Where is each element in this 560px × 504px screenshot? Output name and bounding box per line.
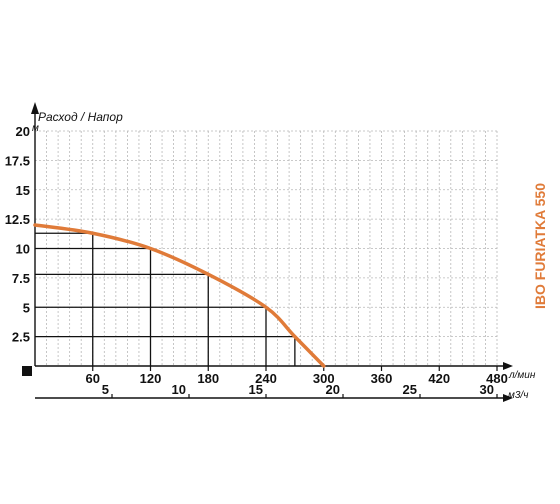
tick-labels: 2.5 5 7.5 10 12.5 15 17.5 20 60 120 180 240 300 360 42… bbox=[5, 124, 508, 397]
y-axis-tick-label: 5 bbox=[23, 300, 30, 315]
y-axis-tick-label: 17.5 bbox=[5, 153, 30, 168]
x2-axis-arrow bbox=[503, 394, 513, 402]
x2-axis-tick-label: 25 bbox=[403, 382, 417, 397]
y-axis-arrow bbox=[31, 102, 39, 114]
x-axis-secondary-unit: м3/ч bbox=[508, 390, 528, 401]
pump-curve bbox=[33, 223, 326, 368]
y-axis-tick-label: 20 bbox=[16, 124, 30, 139]
origin-marker bbox=[22, 366, 32, 376]
model-label: IBO FURIATKA 550 bbox=[532, 183, 548, 309]
x-axis-tick-label: 360 bbox=[371, 371, 393, 386]
y-axis-tick-label: 12.5 bbox=[5, 212, 30, 227]
y-axis-unit: м bbox=[32, 123, 39, 134]
y-axis-tick-label: 7.5 bbox=[12, 271, 30, 286]
y-axis-tick-label: 2.5 bbox=[12, 330, 30, 345]
x-axis-tick-label: 240 bbox=[255, 371, 277, 386]
y-axis-tick-label: 10 bbox=[16, 242, 30, 257]
x2-axis-tick-label: 30 bbox=[480, 382, 494, 397]
curve-layer bbox=[33, 223, 326, 368]
x-axis-tick-label: 180 bbox=[197, 371, 219, 386]
y-axis-tick-label: 15 bbox=[16, 183, 30, 198]
reference-lines bbox=[35, 232, 296, 366]
x2-axis-tick-label: 15 bbox=[249, 382, 263, 397]
x2-axis-tick-label: 10 bbox=[172, 382, 186, 397]
x-axis-tick-label: 120 bbox=[140, 371, 162, 386]
chart-title: Расход / Напор bbox=[38, 110, 123, 124]
x-axis-arrow bbox=[503, 362, 513, 370]
x-axis-tick-label: 60 bbox=[86, 371, 100, 386]
x2-axis-tick-label: 20 bbox=[326, 382, 340, 397]
x-axis-primary-unit: л/мин bbox=[508, 370, 536, 381]
axes bbox=[22, 102, 513, 402]
x-axis-tick-label: 480 bbox=[486, 371, 508, 386]
x-axis-tick-label: 420 bbox=[428, 371, 450, 386]
x2-axis-tick-label: 5 bbox=[102, 382, 109, 397]
x-axis-tick-label: 300 bbox=[313, 371, 335, 386]
